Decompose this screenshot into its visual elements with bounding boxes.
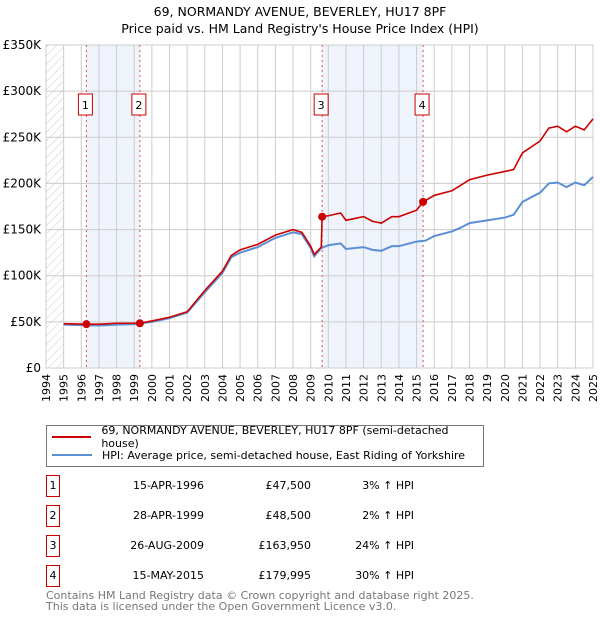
y-tick-label: £200K bbox=[3, 176, 43, 190]
sale-label-box bbox=[313, 93, 329, 116]
legend-swatch bbox=[52, 436, 92, 438]
x-tick-label: 2005 bbox=[234, 374, 247, 402]
sale-label: 4 bbox=[419, 99, 426, 112]
x-tick-label: 2004 bbox=[216, 374, 229, 402]
x-tick-label: 2019 bbox=[481, 374, 494, 402]
x-tick-label: 2025 bbox=[587, 374, 600, 402]
sale-number-badge: 4 bbox=[46, 565, 60, 587]
sale-date: 15-MAY-2015 bbox=[132, 569, 204, 582]
x-tick-label: 2018 bbox=[463, 374, 476, 402]
legend-item-hpi: HPI: Average price, semi-detached house,… bbox=[52, 447, 465, 463]
sale-point bbox=[82, 320, 91, 329]
x-tick-label: 2017 bbox=[446, 374, 459, 402]
y-tick-label: £250K bbox=[3, 130, 43, 144]
x-tick-label: 2016 bbox=[428, 374, 441, 402]
x-tick-label: 2009 bbox=[305, 374, 318, 402]
sale-price: £163,950 bbox=[258, 539, 312, 552]
x-tick-label: 1994 bbox=[40, 374, 53, 402]
x-tick-label: 2012 bbox=[358, 374, 371, 402]
y-tick-label: £50K bbox=[10, 315, 42, 329]
sale-label-box bbox=[77, 93, 93, 116]
x-tick-label: 1997 bbox=[93, 374, 106, 402]
sale-date: 15-APR-1996 bbox=[132, 479, 204, 492]
sale-number-badge: 3 bbox=[46, 535, 60, 557]
sale-price: £48,500 bbox=[265, 509, 312, 522]
y-tick-label: £350K bbox=[3, 38, 43, 52]
sale-number-badge: 2 bbox=[46, 505, 60, 527]
sale-row: 1 15-APR-1996 £47,500 3% ↑ HPI bbox=[46, 475, 446, 497]
x-tick-label: 2023 bbox=[552, 374, 565, 402]
x-tick-label: 1999 bbox=[128, 374, 141, 402]
sale-date: 28-APR-1999 bbox=[132, 509, 204, 522]
x-tick-label: 2014 bbox=[393, 374, 406, 402]
y-tick-label: £0 bbox=[26, 361, 41, 375]
sale-hpi-change: 30% ↑ HPI bbox=[355, 569, 414, 582]
x-tick-label: 2008 bbox=[287, 374, 300, 402]
sale-label: 2 bbox=[135, 99, 142, 112]
x-tick-label: 2001 bbox=[164, 374, 177, 402]
plot-border bbox=[45, 44, 594, 369]
property-price-line bbox=[63, 118, 594, 325]
x-tick-label: 2002 bbox=[181, 374, 194, 402]
x-tick-label: 1996 bbox=[75, 374, 88, 402]
x-tick-label: 2022 bbox=[534, 374, 547, 402]
x-tick-label: 2020 bbox=[499, 374, 512, 402]
shaded-period bbox=[322, 45, 424, 368]
sale-label: 1 bbox=[82, 99, 89, 112]
sale-point bbox=[135, 319, 144, 328]
sale-label: 3 bbox=[318, 99, 325, 112]
footer-line-2: This data is licensed under the Open Gov… bbox=[46, 600, 397, 613]
price-chart: 1994 1995 1996 1997 1998 1999 2000 2001 2002 2003… bbox=[3, 38, 600, 402]
sale-number-badge: 1 bbox=[46, 475, 60, 497]
footer: Contains HM Land Registry data © Crown c… bbox=[46, 590, 474, 612]
legend-item-property: 69, NORMANDY AVENUE, BEVERLEY, HU17 8PF … bbox=[52, 424, 483, 450]
x-tick-label: 2006 bbox=[252, 374, 265, 402]
shaded-period bbox=[86, 45, 140, 368]
no-data-hatch bbox=[46, 45, 64, 368]
y-tick-label: £150K bbox=[3, 223, 43, 237]
y-tick-label: £300K bbox=[3, 84, 43, 98]
x-tick-label: 2011 bbox=[340, 374, 353, 402]
sale-point bbox=[318, 212, 327, 221]
chart-title: 69, NORMANDY AVENUE, BEVERLEY, HU17 8PF bbox=[153, 4, 447, 19]
sale-row: 2 28-APR-1999 £48,500 2% ↑ HPI bbox=[46, 505, 446, 527]
x-tick-label: 2024 bbox=[569, 374, 582, 402]
sale-row: 4 15-MAY-2015 £179,995 30% ↑ HPI bbox=[46, 565, 446, 587]
y-tick-label: £100K bbox=[3, 269, 43, 283]
x-tick-label: 2003 bbox=[199, 374, 212, 402]
legend-label: HPI: Average price, semi-detached house,… bbox=[102, 448, 466, 462]
sale-label-box bbox=[414, 93, 430, 116]
sale-date: 26-AUG-2009 bbox=[130, 539, 204, 552]
x-tick-label: 1998 bbox=[111, 374, 124, 402]
x-tick-label: 2021 bbox=[516, 374, 529, 402]
x-tick-label: 1995 bbox=[58, 374, 71, 402]
x-tick-label: 2000 bbox=[146, 374, 159, 402]
x-tick-label: 2013 bbox=[375, 374, 388, 402]
sale-row: 3 26-AUG-2009 £163,950 24% ↑ HPI bbox=[46, 535, 446, 557]
chart-subtitle: Price paid vs. HM Land Registry's House … bbox=[121, 21, 479, 36]
legend: 69, NORMANDY AVENUE, BEVERLEY, HU17 8PF … bbox=[46, 424, 484, 467]
x-tick-label: 2015 bbox=[411, 374, 424, 402]
sale-price: £47,500 bbox=[265, 479, 312, 492]
x-tick-label: 2007 bbox=[269, 374, 282, 402]
sale-point bbox=[419, 197, 428, 206]
legend-label: 69, NORMANDY AVENUE, BEVERLEY, HU17 8PF … bbox=[101, 424, 449, 450]
sale-label-box bbox=[131, 93, 147, 116]
sale-hpi-change: 24% ↑ HPI bbox=[355, 539, 414, 552]
legend-swatch bbox=[52, 454, 92, 456]
sale-hpi-change: 3% ↑ HPI bbox=[362, 479, 414, 492]
sale-hpi-change: 2% ↑ HPI bbox=[362, 509, 414, 522]
x-tick-label: 2010 bbox=[322, 374, 335, 402]
sale-price: £179,995 bbox=[258, 569, 312, 582]
footer-line-1: Contains HM Land Registry data © Crown c… bbox=[46, 589, 474, 602]
